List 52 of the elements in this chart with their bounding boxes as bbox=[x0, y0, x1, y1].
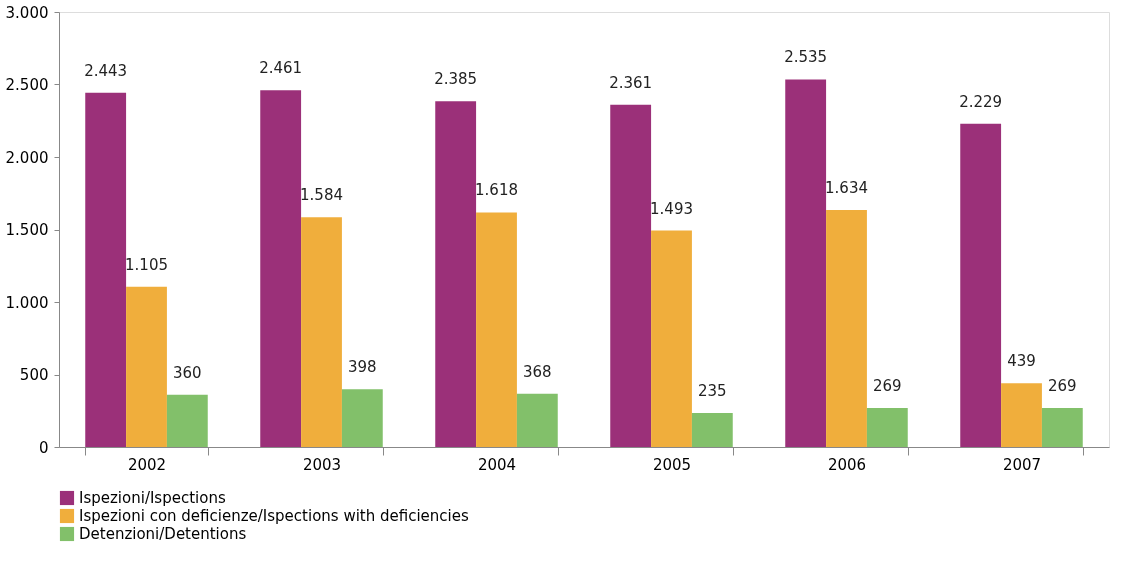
data-label: 1.634 bbox=[825, 179, 868, 198]
bar bbox=[691, 412, 733, 447]
bar bbox=[1041, 408, 1083, 447]
bar bbox=[126, 286, 167, 447]
x-tick-label: 2002 bbox=[127, 455, 167, 474]
bar bbox=[866, 408, 908, 447]
bar bbox=[826, 210, 867, 447]
bar bbox=[516, 393, 558, 447]
data-label: 360 bbox=[173, 363, 202, 382]
data-label: 2.361 bbox=[609, 73, 653, 92]
y-tick-label: 0 bbox=[38, 438, 49, 457]
y-tick-label: 2.000 bbox=[5, 148, 49, 167]
x-tick-label: 2007 bbox=[1002, 455, 1042, 474]
bar bbox=[785, 79, 827, 447]
bar bbox=[301, 217, 342, 447]
bar bbox=[85, 92, 127, 447]
data-label: 2.229 bbox=[959, 92, 1003, 111]
data-label: 2.461 bbox=[259, 59, 303, 78]
data-label: 2.385 bbox=[434, 70, 478, 89]
y-tick-label: 3.000 bbox=[5, 3, 49, 22]
x-tick-label: 2004 bbox=[477, 455, 517, 474]
y-tick-label: 1.000 bbox=[5, 293, 49, 312]
bar bbox=[651, 230, 692, 447]
y-tick-label: 1.500 bbox=[5, 221, 49, 239]
bar bbox=[960, 123, 1002, 447]
data-label: 398 bbox=[348, 358, 377, 377]
data-label: 1.584 bbox=[300, 186, 343, 205]
data-label: 439 bbox=[1007, 352, 1036, 371]
y-tick-label: 500 bbox=[19, 366, 49, 384]
legend-label: Detenzioni/Detentions bbox=[79, 525, 247, 543]
bar bbox=[476, 212, 517, 447]
bar bbox=[610, 104, 652, 447]
data-label: 368 bbox=[523, 362, 552, 381]
data-label: 1.493 bbox=[650, 199, 693, 218]
bar bbox=[260, 90, 302, 447]
data-label: 269 bbox=[1048, 376, 1077, 395]
x-tick-label: 2005 bbox=[652, 455, 692, 474]
x-tick-label: 2003 bbox=[302, 455, 342, 474]
x-tick-label: 2006 bbox=[827, 455, 867, 474]
y-tick-label: 2.500 bbox=[5, 76, 49, 94]
bar bbox=[1001, 383, 1042, 447]
data-label: 269 bbox=[873, 376, 902, 395]
data-label: 1.105 bbox=[125, 255, 168, 274]
bar bbox=[166, 394, 208, 447]
legend-label: Ispezioni con deficienze/Ispections with deficiencies bbox=[79, 507, 469, 525]
data-label: 2.443 bbox=[84, 61, 128, 80]
data-label: 2.535 bbox=[784, 48, 828, 67]
bar bbox=[341, 389, 383, 447]
legend-label: Ispezioni/Ispections bbox=[79, 489, 226, 507]
data-label: 235 bbox=[698, 381, 727, 400]
bar bbox=[435, 101, 477, 447]
data-label: 1.618 bbox=[475, 181, 518, 200]
